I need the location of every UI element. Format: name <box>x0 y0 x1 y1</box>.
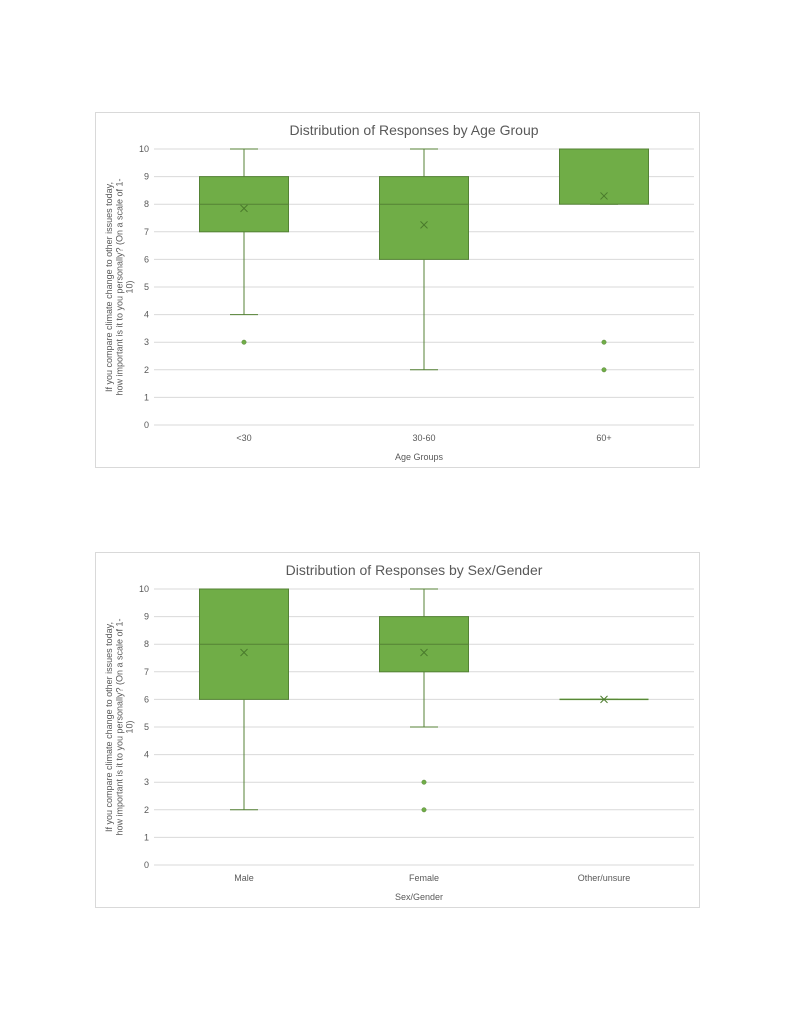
age-y-tick-label: 2 <box>144 365 149 375</box>
age-box-60 <box>559 148 649 373</box>
gender-y-tick-label: 9 <box>144 612 149 622</box>
gender-box-female <box>379 588 469 813</box>
age-outlier-point <box>241 339 247 345</box>
gender-x-tick-label: Other/unsure <box>578 873 631 883</box>
age-mean-marker <box>600 192 608 200</box>
age-iqr-box <box>379 176 469 260</box>
age-box-30 <box>199 148 289 345</box>
gender-y-tick-label: 5 <box>144 722 149 732</box>
gender-mean-marker <box>600 695 608 704</box>
gender-y-tick-label: 0 <box>144 860 149 870</box>
gender-y-tick-label: 6 <box>144 694 149 704</box>
age-mean-stroke <box>420 221 428 229</box>
age-mean-stroke <box>600 192 608 200</box>
gender-y-axis-title-line: If you compare climate change to other i… <box>104 622 114 832</box>
age-outlier-point <box>601 339 607 345</box>
age-x-tick-label: 60+ <box>596 433 611 443</box>
age-y-tick-label: 0 <box>144 420 149 430</box>
age-y-tick-label: 6 <box>144 254 149 264</box>
age-box-30-60 <box>379 148 469 371</box>
age-iqr-box <box>559 148 649 205</box>
gender-y-axis-title: If you compare climate change to other i… <box>104 618 135 835</box>
age-mean-marker <box>420 221 428 229</box>
age-x-tick-label: 30-60 <box>412 433 435 443</box>
age-y-axis-title-line: If you compare climate change to other i… <box>104 182 114 392</box>
age-y-tick-label: 5 <box>144 282 149 292</box>
gender-mean-stroke <box>600 695 608 704</box>
gender-outlier-point <box>421 779 427 785</box>
age-y-axis-title: If you compare climate change to other i… <box>104 178 135 395</box>
gender-y-axis-title-line: how important is it to you personally? (… <box>114 618 124 835</box>
age-group-chart: Distribution of Responses by Age Group 0 1… <box>95 112 700 468</box>
age-mean-marker <box>240 204 248 213</box>
age-x-tick-label: <30 <box>236 433 251 443</box>
age-outlier-point <box>601 367 607 373</box>
sex-gender-chart: Distribution of Responses by Sex/Gender 0… <box>95 552 700 908</box>
gender-outlier-point <box>421 807 427 813</box>
gender-y-axis-title-line: 10) <box>125 720 135 733</box>
gender-box-other-unsure <box>559 695 649 704</box>
age-mean-stroke <box>240 204 248 213</box>
age-y-tick-label: 9 <box>144 172 149 182</box>
age-y-axis-title-line: 10) <box>125 280 135 293</box>
age-y-tick-label: 10 <box>139 144 149 154</box>
gender-x-axis-title: Sex/Gender <box>395 892 443 902</box>
gender-mean-marker <box>420 648 428 657</box>
age-y-tick-label: 1 <box>144 392 149 402</box>
gender-mean-stroke <box>420 648 428 657</box>
gender-y-tick-label: 3 <box>144 777 149 787</box>
age-y-tick-label: 8 <box>144 199 149 209</box>
gender-mean-stroke <box>240 648 248 657</box>
age-chart-title: Distribution of Responses by Age Group <box>289 122 538 138</box>
gender-y-tick-label: 8 <box>144 639 149 649</box>
age-y-axis-title-line: how important is it to you personally? (… <box>114 178 124 395</box>
gender-mean-marker <box>240 648 248 657</box>
age-y-tick-label: 7 <box>144 227 149 237</box>
gender-y-tick-label: 4 <box>144 750 149 760</box>
age-y-tick-label: 3 <box>144 337 149 347</box>
gender-x-tick-label: Male <box>234 873 254 883</box>
age-group-chart-svg: Distribution of Responses by Age Group 0 1… <box>104 122 694 462</box>
gender-y-tick-label: 1 <box>144 832 149 842</box>
gender-x-tick-label: Female <box>409 873 439 883</box>
gender-chart-title: Distribution of Responses by Sex/Gender <box>286 562 543 578</box>
age-y-tick-label: 4 <box>144 310 149 320</box>
gender-y-tick-label: 2 <box>144 805 149 815</box>
sex-gender-chart-svg: Distribution of Responses by Sex/Gender 0… <box>104 562 694 902</box>
gender-y-tick-label: 10 <box>139 584 149 594</box>
gender-y-tick-label: 7 <box>144 667 149 677</box>
age-x-axis-title: Age Groups <box>395 452 444 462</box>
gender-box-male <box>199 588 289 811</box>
